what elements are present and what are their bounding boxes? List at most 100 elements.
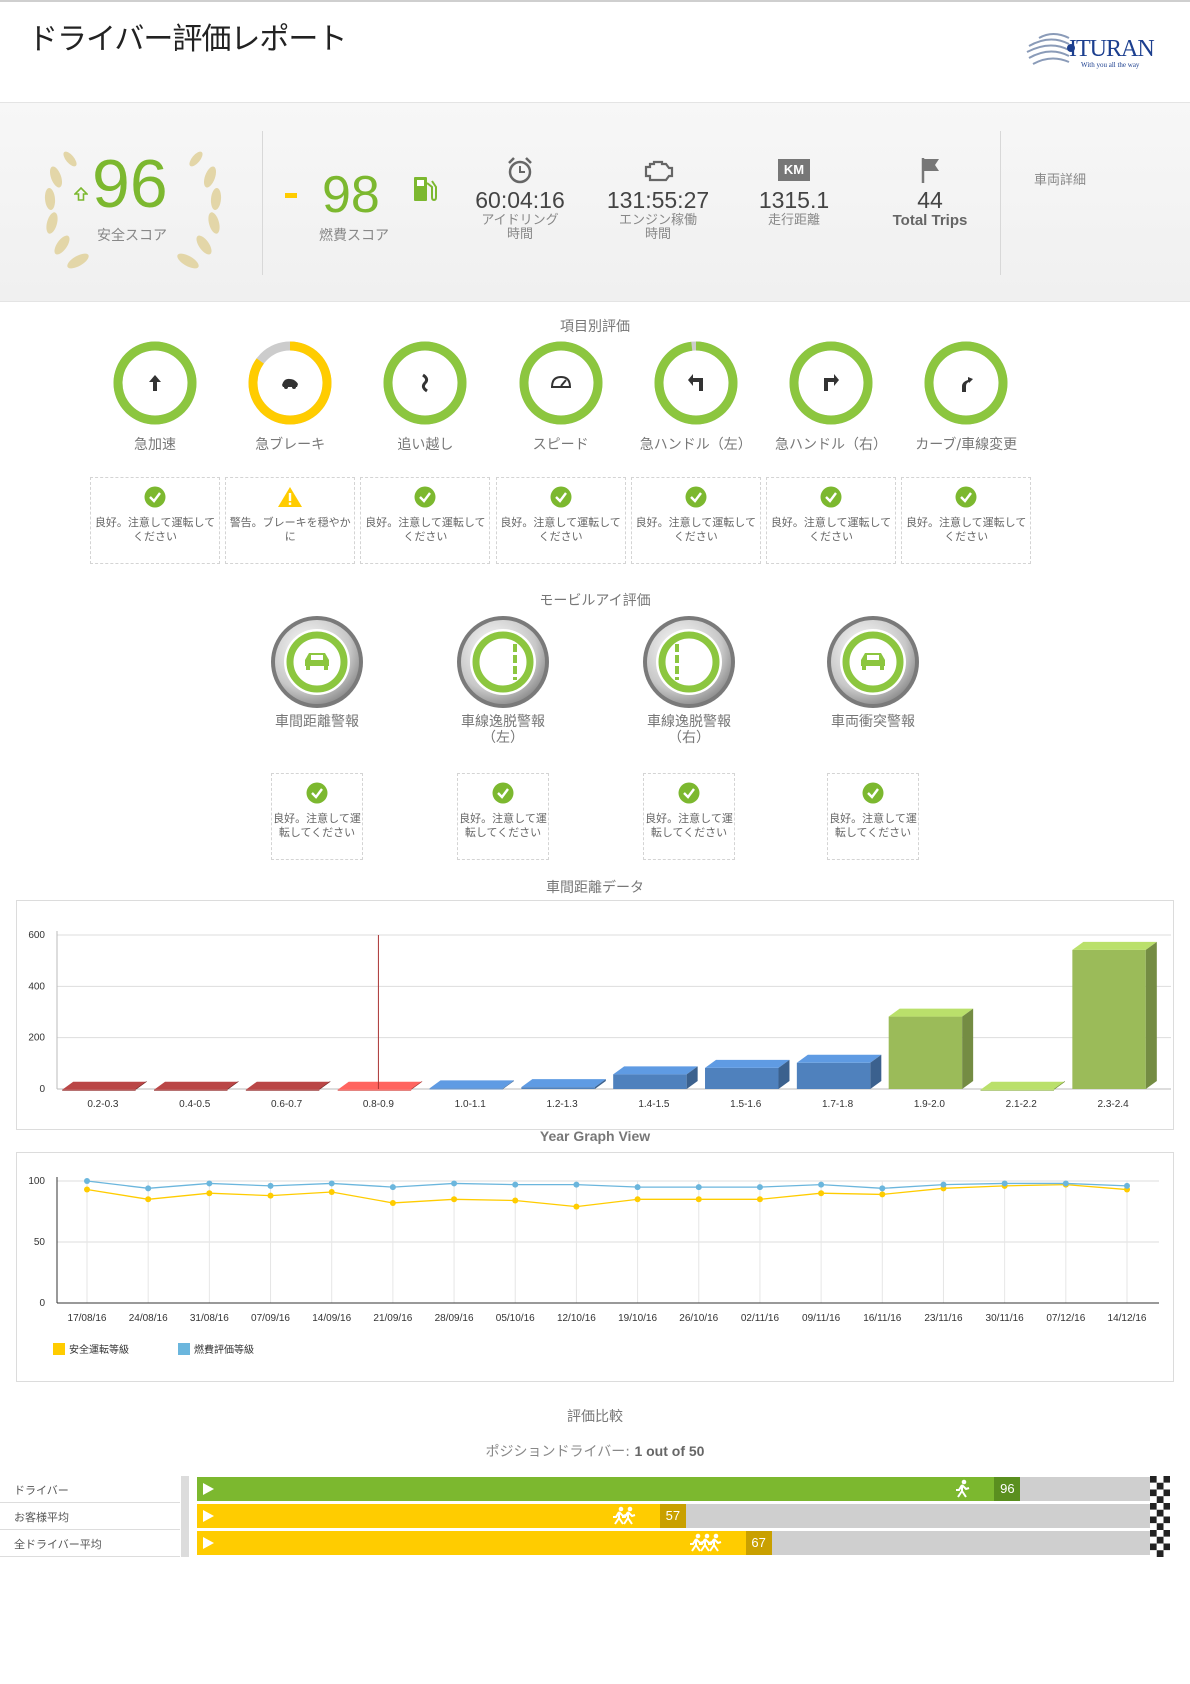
idling-time-label: アイドリング bbox=[481, 213, 559, 228]
comparison-row-label: お客様平均 bbox=[14, 1511, 69, 1524]
bar bbox=[245, 1081, 331, 1091]
engine-time-label: エンジン稼働 bbox=[618, 213, 697, 228]
check-icon bbox=[820, 486, 842, 508]
mobileye-status-text: 良好。注意して運転してください bbox=[273, 812, 361, 839]
distance-label: 走行距離 bbox=[767, 213, 820, 228]
engine-icon bbox=[644, 160, 674, 182]
check-icon bbox=[306, 782, 328, 804]
data-point bbox=[512, 1181, 519, 1188]
comparison-strip bbox=[181, 1476, 189, 1557]
x-tick-label: 17/08/16 bbox=[68, 1313, 107, 1324]
total-trips-label: Total Trips bbox=[892, 212, 968, 229]
x-tick-label: 2.3-2.4 bbox=[1098, 1099, 1130, 1110]
y-tick-label: 200 bbox=[28, 1033, 45, 1044]
mobileye-name-sub: （右） bbox=[668, 730, 710, 746]
comparison-title: 評価比較 bbox=[567, 1409, 623, 1425]
category-name: カーブ/車線変更 bbox=[915, 437, 1018, 453]
series-line bbox=[86, 1180, 1128, 1189]
data-point bbox=[512, 1197, 519, 1204]
data-point bbox=[756, 1184, 763, 1191]
x-tick-label: 16/11/16 bbox=[863, 1313, 902, 1324]
bar bbox=[980, 1081, 1065, 1091]
flag-icon bbox=[921, 158, 939, 183]
safety-score: 96 bbox=[92, 146, 168, 222]
play-icon bbox=[203, 1483, 214, 1495]
year-line-chart: 0 50 100 17/08/16 24/08/16 31/08/16 07/09/16 14… bbox=[28, 1176, 1159, 1356]
idling-time-stat: 60:04:16 アイドリング 時間 bbox=[460, 155, 580, 242]
bar bbox=[62, 1081, 147, 1091]
arrow-up-icon bbox=[149, 375, 161, 391]
mobileye-gauge bbox=[271, 616, 363, 708]
legend-swatch bbox=[178, 1343, 190, 1355]
data-point bbox=[1001, 1180, 1008, 1187]
mobileye-gauge bbox=[827, 616, 919, 708]
divider bbox=[262, 131, 263, 275]
three-runners-icon bbox=[689, 1533, 721, 1552]
x-tick-label: 0.8-0.9 bbox=[363, 1099, 395, 1110]
data-point bbox=[818, 1181, 825, 1188]
comparison-bar-fill bbox=[197, 1477, 1021, 1501]
lane-change-icon bbox=[962, 377, 974, 392]
safety-score-label: 安全スコア bbox=[97, 228, 167, 244]
summary-panel: 96 安全スコア 98 燃費スコア 60:04:16 アイドリング 時間 131… bbox=[0, 102, 1190, 302]
category-ring bbox=[113, 341, 197, 425]
data-point bbox=[145, 1185, 152, 1192]
data-point bbox=[267, 1182, 274, 1189]
category-section-title: 項目別評価 bbox=[560, 319, 630, 335]
data-point bbox=[573, 1203, 580, 1210]
bar bbox=[796, 1054, 882, 1089]
engine-time-label-2: 時間 bbox=[644, 227, 671, 242]
y-tick-label: 100 bbox=[28, 1176, 45, 1187]
x-tick-label: 1.9-2.0 bbox=[914, 1099, 946, 1110]
category-status-box: 良好。注意して運転してください bbox=[495, 477, 626, 564]
runner-icon bbox=[956, 1479, 970, 1498]
category-status-text: 良好。注意して運転してください bbox=[94, 516, 216, 543]
comparison-value-badge: 96 bbox=[994, 1477, 1021, 1501]
category-status-box: 良好。注意して運転してください bbox=[901, 477, 1032, 564]
car-collision-icon bbox=[861, 653, 885, 670]
idling-time-label-2: 時間 bbox=[506, 227, 533, 242]
data-point bbox=[389, 1184, 396, 1191]
mobileye-item: 車両衝突警報 bbox=[798, 614, 948, 730]
category-status-box: 警告。ブレーキを穏やかに bbox=[225, 477, 356, 564]
x-tick-label: 1.7-1.8 bbox=[822, 1099, 854, 1110]
finish-flag-icon bbox=[1150, 1476, 1170, 1557]
category-name: スピード bbox=[532, 437, 589, 453]
row-divider bbox=[0, 1556, 180, 1557]
year-graph-title: Year Graph View bbox=[539, 1128, 651, 1144]
bar bbox=[613, 1066, 698, 1089]
check-icon bbox=[685, 486, 707, 508]
data-point bbox=[1062, 1180, 1069, 1187]
data-point bbox=[145, 1196, 152, 1203]
check-icon bbox=[550, 486, 572, 508]
data-point bbox=[695, 1184, 702, 1191]
play-icon bbox=[203, 1510, 214, 1522]
speedometer-icon bbox=[550, 375, 571, 388]
mobileye-status-text: 良好。注意して運転してください bbox=[829, 812, 917, 839]
x-tick-label: 05/10/16 bbox=[496, 1313, 535, 1324]
data-point bbox=[756, 1196, 763, 1203]
data-point bbox=[328, 1188, 335, 1195]
category-status-box: 良好。注意して運転してください bbox=[766, 477, 896, 564]
x-tick-label: 28/09/16 bbox=[435, 1313, 474, 1324]
x-tick-label: 0.4-0.5 bbox=[179, 1099, 211, 1110]
comparison-row-label: ドライバー bbox=[14, 1484, 69, 1497]
mobileye-gauge bbox=[457, 616, 549, 708]
logo-tagline: With you all the way bbox=[1081, 61, 1140, 69]
category-item: 急ハンドル（左） bbox=[631, 338, 761, 454]
fuel-pump-icon bbox=[414, 177, 437, 202]
logo-text: ITURAN bbox=[1069, 36, 1155, 62]
y-tick-label: 50 bbox=[34, 1237, 46, 1248]
data-point bbox=[451, 1196, 458, 1203]
headway-chart-title: 車間距離データ bbox=[546, 880, 644, 896]
category-status-text: 良好。注意して運転してください bbox=[906, 516, 1027, 543]
category-name: 急ハンドル（右） bbox=[775, 437, 887, 453]
mobileye-status-text: 良好。注意して運転してください bbox=[459, 812, 547, 839]
x-tick-label: 07/12/16 bbox=[1046, 1313, 1085, 1324]
engine-time-stat: 131:55:27 エンジン稼働 時間 bbox=[598, 155, 718, 242]
y-tick-label: 600 bbox=[28, 930, 45, 941]
x-tick-label: 1.2-1.3 bbox=[547, 1099, 579, 1110]
x-tick-label: 0.6-0.7 bbox=[271, 1099, 303, 1110]
fuel-score-label: 燃費スコア bbox=[319, 228, 389, 244]
check-icon bbox=[955, 486, 977, 508]
